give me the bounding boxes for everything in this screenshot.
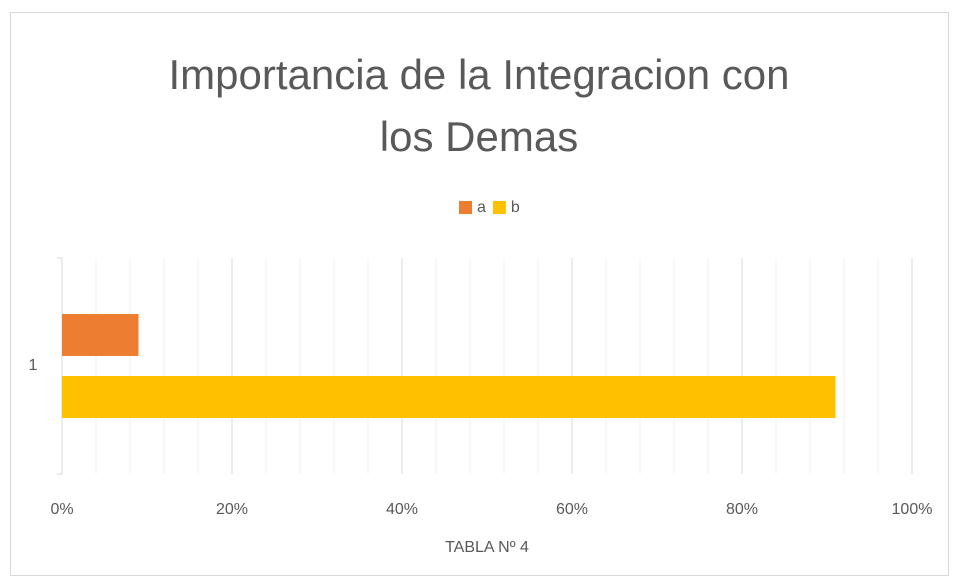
- chart-title: Importancia de la Integracion con los De…: [168, 51, 790, 160]
- x-tick-label: 80%: [726, 501, 758, 518]
- x-tick-label: 20%: [216, 501, 248, 518]
- bar: [62, 314, 139, 356]
- x-tick-label: 100%: [892, 501, 933, 518]
- legend-swatch: [459, 201, 472, 214]
- legend-label: b: [511, 199, 520, 216]
- legend-label: a: [477, 199, 486, 216]
- x-tick-label: 60%: [556, 501, 588, 518]
- chart-border: [10, 12, 949, 576]
- y-tick-label: 1: [29, 357, 38, 374]
- x-axis-title: TABLA Nº 4: [445, 539, 529, 556]
- legend-swatch: [492, 201, 506, 214]
- bar: [62, 376, 836, 418]
- x-tick-label: 0%: [50, 501, 73, 518]
- x-tick-label: 40%: [386, 501, 418, 518]
